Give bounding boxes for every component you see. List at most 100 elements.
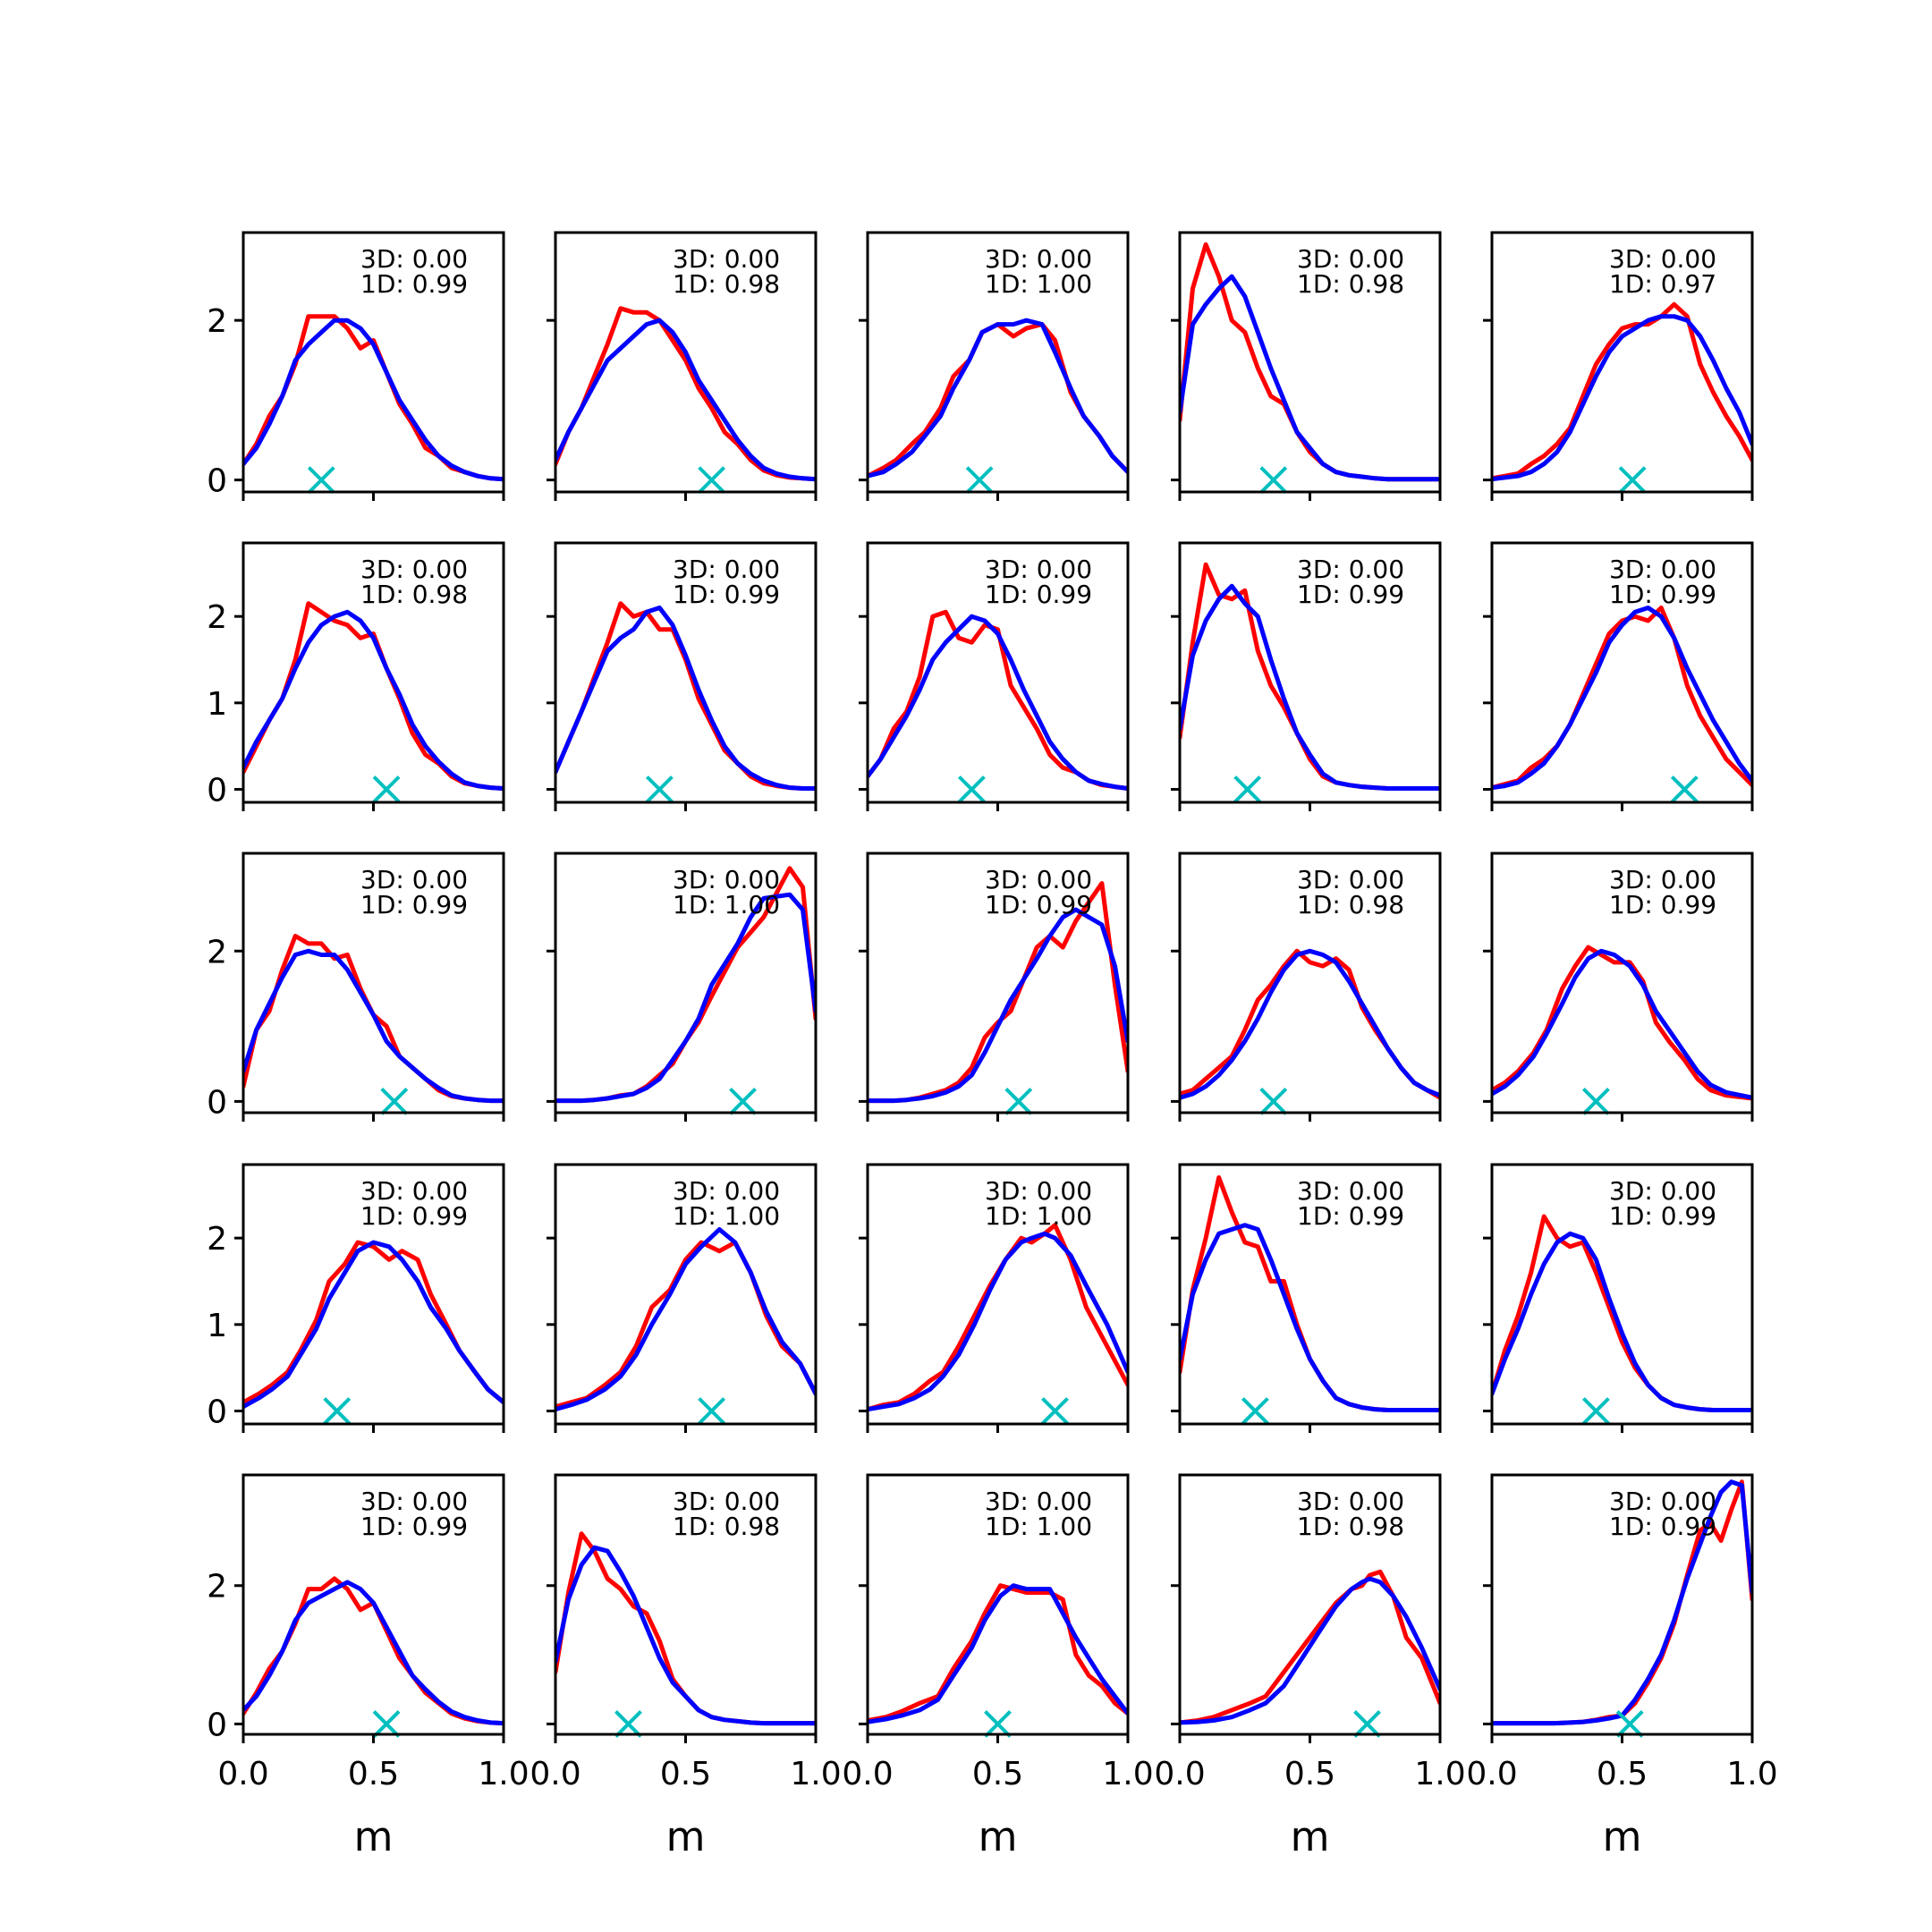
panel-annotation: 3D: 0.00 (360, 244, 468, 274)
blue-density-curve (1180, 948, 1440, 1100)
curves (868, 1583, 1128, 1724)
panel-annotation: 3D: 0.00 (1297, 865, 1404, 894)
x-tick-label: 0.0 (842, 1756, 893, 1792)
y-tick-label: 2 (207, 1221, 227, 1258)
panel-annotation: 3D: 0.00 (985, 1176, 1092, 1206)
panel-annotation: 1D: 0.99 (1609, 580, 1716, 609)
x-axis-label: m (354, 1813, 394, 1860)
blue-density-curve (243, 948, 504, 1104)
panel-annotation: 1D: 0.98 (673, 1512, 780, 1541)
blue-density-curve (555, 1227, 816, 1412)
x-tick-label: 0.5 (348, 1756, 399, 1792)
x-tick-label: 1.0 (1102, 1756, 1153, 1792)
x-axis-label: m (1603, 1813, 1642, 1860)
blue-density-curve (868, 1583, 1128, 1724)
blue-density-curve (243, 1240, 504, 1410)
curves (243, 1576, 504, 1726)
panel-annotation: 3D: 0.00 (1297, 244, 1404, 274)
blue-density-curve (555, 892, 816, 1104)
x-marker (984, 1709, 1012, 1738)
curves (243, 1240, 504, 1410)
x-marker (1618, 466, 1647, 495)
x-marker (323, 1397, 352, 1425)
curves (243, 934, 504, 1104)
panel-annotation: 3D: 0.00 (1609, 865, 1716, 894)
panel-annotation: 3D: 0.00 (1609, 1487, 1716, 1516)
blue-density-curve (1492, 1479, 1752, 1726)
x-marker (1615, 1709, 1644, 1738)
panel-annotation: 1D: 1.00 (673, 890, 780, 919)
x-marker (307, 466, 335, 495)
curves (1180, 1569, 1440, 1725)
panel-annotation: 1D: 0.97 (1609, 269, 1716, 299)
panel-annotation: 1D: 1.00 (985, 1201, 1092, 1231)
blue-density-curve (868, 1231, 1128, 1412)
panel-annotation: 1D: 0.98 (673, 269, 780, 299)
x-axis-label: m (979, 1813, 1018, 1860)
red-density-curve (1492, 945, 1752, 1101)
x-tick-label: 0.0 (1154, 1756, 1205, 1792)
y-tick-label: 0 (207, 463, 227, 500)
panel-annotation: 1D: 0.99 (985, 890, 1092, 919)
blue-density-curve (1180, 274, 1440, 482)
panel-annotation: 1D: 1.00 (673, 1201, 780, 1231)
red-density-curve (868, 1583, 1128, 1723)
curves (555, 1227, 816, 1412)
red-density-curve (555, 601, 816, 791)
panel-annotation: 1D: 0.98 (1297, 890, 1404, 919)
red-density-curve (555, 306, 816, 482)
panel-annotation: 3D: 0.00 (1297, 1176, 1404, 1206)
y-tick-label: 0 (207, 773, 227, 809)
x-tick-label: 0.5 (972, 1756, 1023, 1792)
blue-density-curve (1180, 1223, 1440, 1412)
y-tick-label: 2 (207, 599, 227, 636)
y-tick-label: 0 (207, 1707, 227, 1743)
panel-annotation: 1D: 0.99 (1609, 1512, 1716, 1541)
panel-annotation: 3D: 0.00 (1297, 555, 1404, 584)
panel-annotation: 3D: 0.00 (673, 1176, 780, 1206)
panel-annotation: 1D: 0.98 (1297, 269, 1404, 299)
x-marker (698, 466, 726, 495)
panel-annotation: 1D: 0.98 (1297, 1512, 1404, 1541)
x-marker (729, 1087, 757, 1115)
curves (1492, 301, 1752, 482)
panel-annotation: 3D: 0.00 (1609, 1176, 1716, 1206)
x-marker (380, 1087, 409, 1115)
curves (1180, 1175, 1440, 1412)
panel-annotation: 1D: 0.99 (360, 890, 468, 919)
x-marker (965, 466, 994, 495)
curves (1492, 606, 1752, 791)
curves (1492, 945, 1752, 1101)
panel-annotation: 1D: 0.99 (673, 580, 780, 609)
panel-annotation: 3D: 0.00 (360, 555, 468, 584)
blue-density-curve (1492, 314, 1752, 482)
panel-annotation: 1D: 0.99 (360, 1512, 468, 1541)
red-density-curve (1492, 301, 1752, 481)
panel-annotation: 3D: 0.00 (1297, 1487, 1404, 1516)
curves (555, 601, 816, 791)
x-marker (957, 775, 986, 803)
panel-annotation: 1D: 0.99 (1609, 890, 1716, 919)
x-tick-label: 0.0 (1466, 1756, 1517, 1792)
curves (1180, 948, 1440, 1100)
x-tick-label: 1.0 (1726, 1756, 1777, 1792)
x-marker (372, 775, 401, 803)
x-marker (614, 1709, 642, 1738)
panel-annotation: 3D: 0.00 (673, 244, 780, 274)
panel-annotation: 3D: 0.00 (673, 865, 780, 894)
